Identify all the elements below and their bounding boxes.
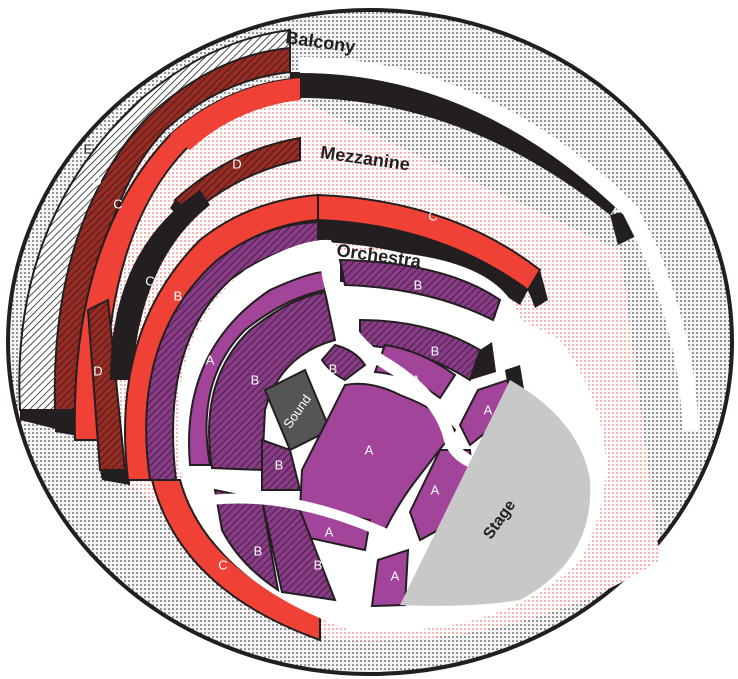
- section-orch-b-bl1[interactable]: [213, 488, 280, 593]
- section-mezzanine-d[interactable]: [173, 136, 301, 217]
- section-orch-b-top[interactable]: [338, 258, 502, 322]
- mezzanine-c-end: [528, 270, 548, 308]
- mezzanine-black-band: [110, 190, 210, 380]
- aisle-outer: [299, 57, 698, 431]
- section-orch-b-mid[interactable]: [320, 343, 367, 382]
- aisle-main: [319, 239, 521, 476]
- section-orch-a-top[interactable]: [373, 343, 457, 400]
- section-orch-a-left[interactable]: [188, 270, 326, 466]
- stage-area[interactable]: [400, 380, 591, 606]
- section-mezzanine-b[interactable]: [145, 220, 319, 481]
- balcony-top-red: [170, 78, 300, 150]
- mezzanine-black-top: [318, 220, 528, 305]
- orch-b-right-end: [470, 342, 496, 380]
- section-mezzanine-c-bottom[interactable]: [150, 479, 321, 642]
- balcony-e-base: [20, 410, 60, 430]
- aisle-cross: [209, 493, 413, 550]
- balcony-d2-base: [100, 470, 130, 485]
- section-orch-b-left[interactable]: [208, 290, 337, 472]
